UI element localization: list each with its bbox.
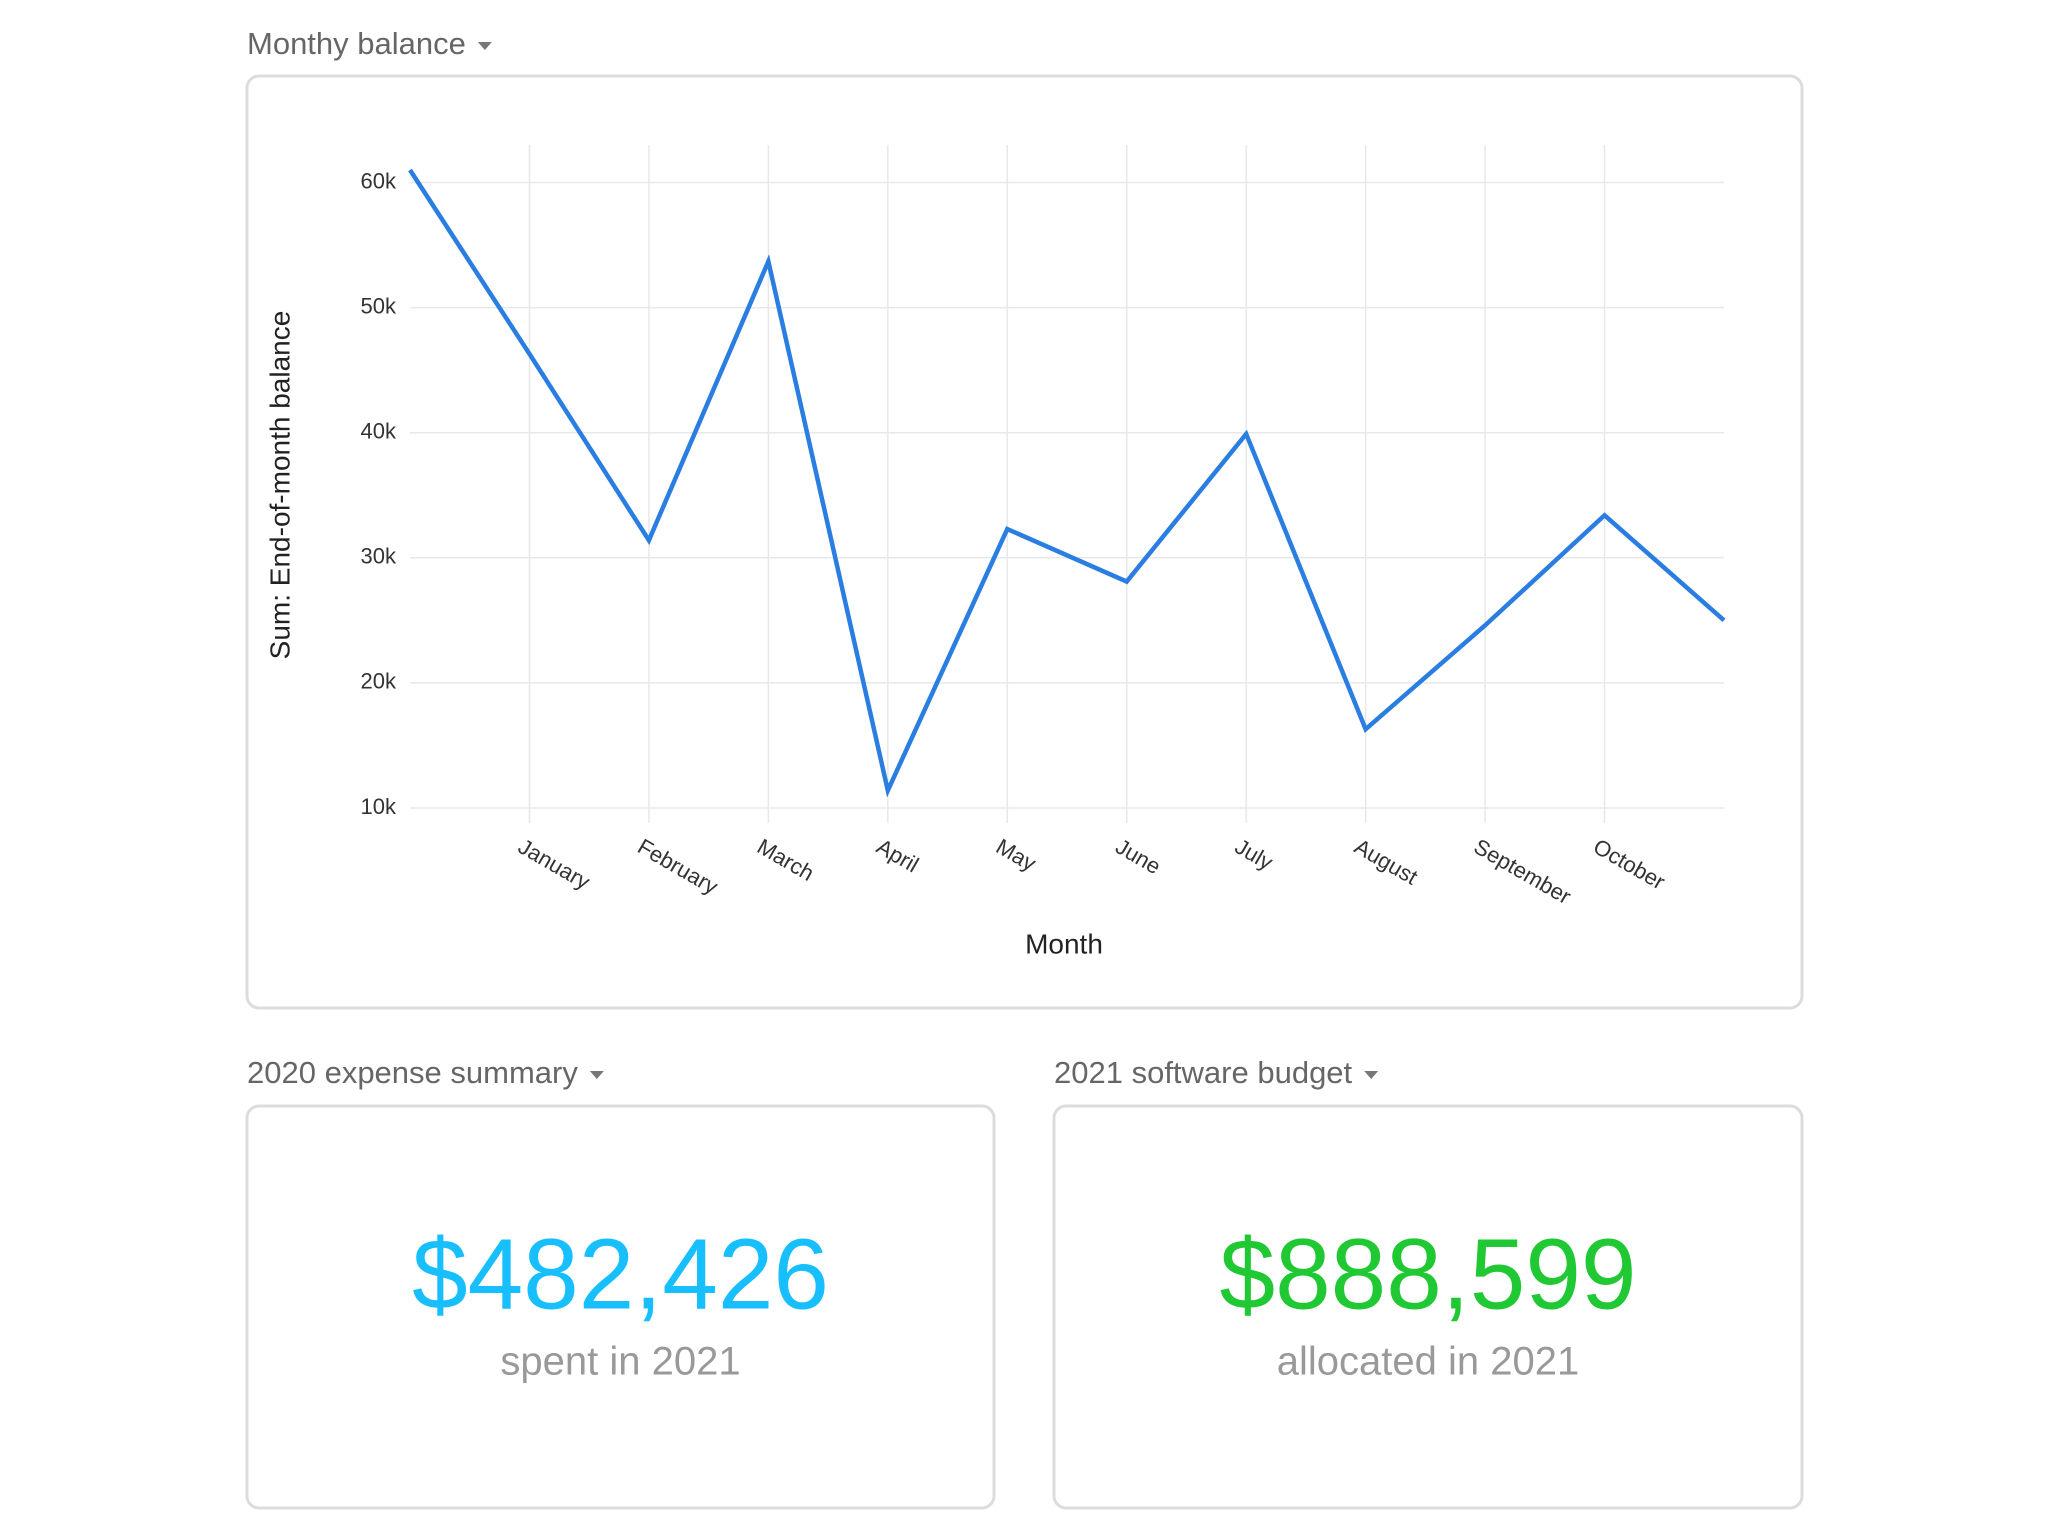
dropdown-caret[interactable] (589, 1071, 604, 1079)
y-tick-label: 50k (361, 293, 397, 318)
widget-caption: spent in 2021 (500, 1340, 740, 1384)
widget-value: $888,599 (1219, 1218, 1636, 1330)
y-tick-label: 40k (361, 419, 397, 444)
y-tick-label: 10k (361, 794, 397, 819)
panel-title[interactable]: 2020 expense summary (247, 1055, 578, 1090)
panel-title[interactable]: 2021 software budget (1054, 1055, 1353, 1090)
y-tick-label: 60k (361, 168, 397, 193)
y-tick-label: 30k (361, 544, 397, 569)
widget-value: $482,426 (412, 1218, 829, 1330)
panel-title[interactable]: Monthy balance (247, 26, 466, 61)
y-tick-label: 20k (361, 669, 397, 694)
chart-panel (245, 74, 1804, 1010)
line-series (408, 168, 1726, 798)
widget-caption: allocated in 2021 (1277, 1340, 1579, 1384)
dropdown-caret[interactable] (477, 42, 492, 50)
y-axis-label: Sum: End-of-month balance (264, 311, 295, 660)
widget-panel (245, 1104, 996, 1510)
dropdown-caret[interactable] (1364, 1071, 1379, 1079)
widget-panel (1052, 1104, 1804, 1510)
x-axis-label: Month (1025, 928, 1103, 959)
